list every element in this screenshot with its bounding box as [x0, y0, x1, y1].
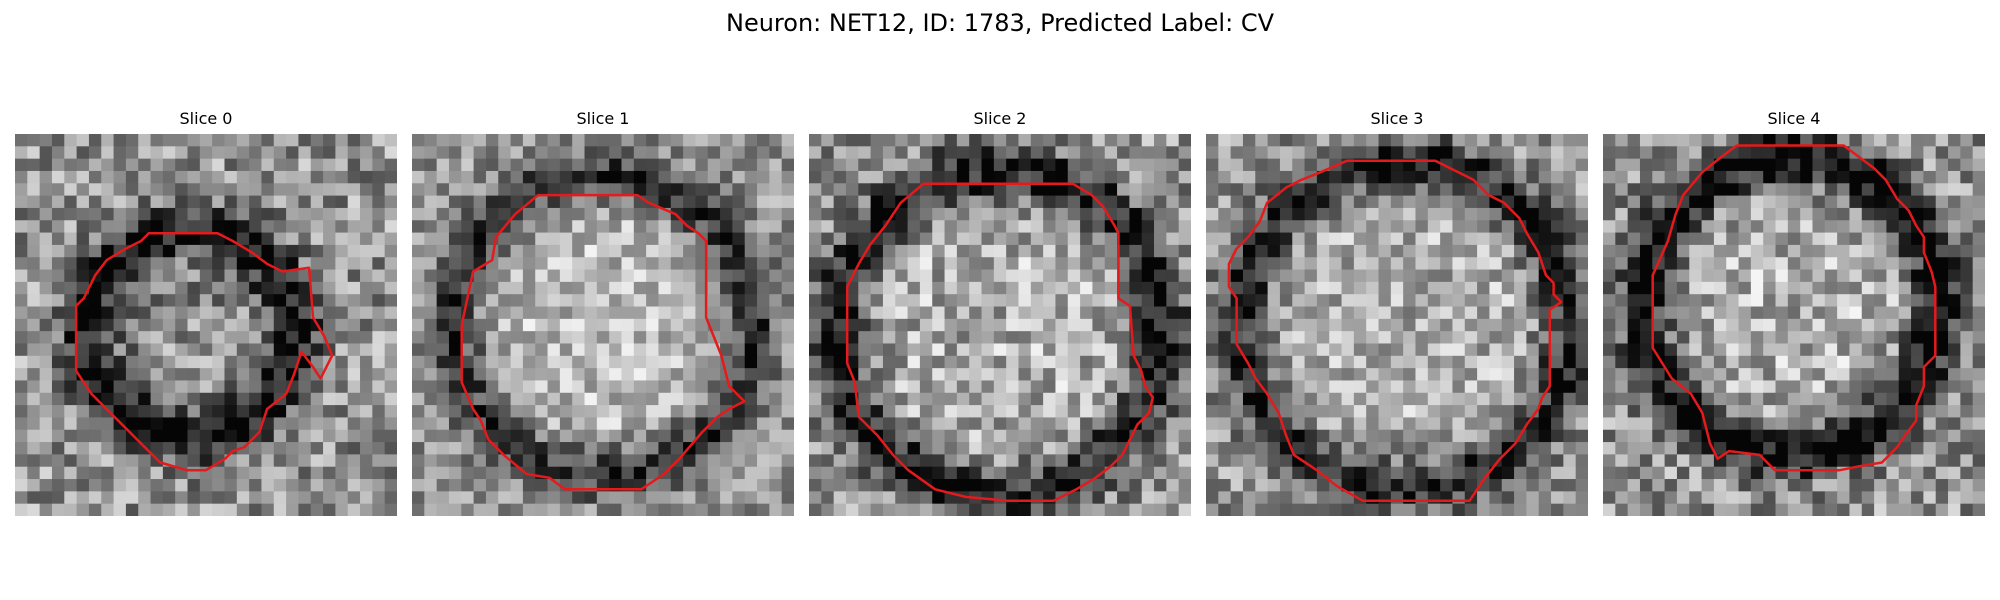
slice-0-image	[15, 134, 397, 516]
panel-title-slice-3: Slice 3	[1370, 109, 1424, 128]
slice-3-panel	[1206, 134, 1588, 516]
panel-title-slice-0: Slice 0	[179, 109, 233, 128]
slice-2-panel	[809, 134, 1191, 516]
slice-3-image	[1206, 134, 1588, 516]
figure-title: Neuron: NET12, ID: 1783, Predicted Label…	[726, 9, 1274, 37]
slice-2-image	[809, 134, 1191, 516]
slice-1-contour	[460, 193, 746, 491]
panel-title-slice-4: Slice 4	[1767, 109, 1821, 128]
panel-title-slice-2: Slice 2	[973, 109, 1027, 128]
slice-0-contour	[74, 232, 334, 472]
slice-1-image	[412, 134, 794, 516]
slice-2-contour	[845, 182, 1155, 502]
slice-1-panel	[412, 134, 794, 516]
panel-title-slice-1: Slice 1	[576, 109, 630, 128]
slice-4-contour	[1651, 144, 1937, 472]
slice-4-panel	[1603, 134, 1985, 516]
slice-4-image	[1603, 134, 1985, 516]
slice-0-panel	[15, 134, 397, 516]
slice-3-contour	[1227, 159, 1563, 502]
